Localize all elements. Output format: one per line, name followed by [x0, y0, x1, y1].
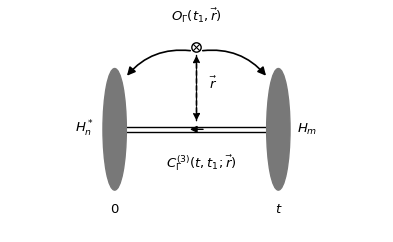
- Ellipse shape: [103, 68, 127, 190]
- Circle shape: [192, 43, 201, 52]
- Text: $O_{\Gamma}(t_1, \vec{r})$: $O_{\Gamma}(t_1, \vec{r})$: [171, 7, 222, 25]
- Ellipse shape: [266, 68, 290, 190]
- Text: $0$: $0$: [110, 203, 119, 216]
- Text: $C_{\Gamma}^{(3)}(t, t_1; \vec{r})$: $C_{\Gamma}^{(3)}(t, t_1; \vec{r})$: [166, 153, 237, 173]
- Text: $H_m$: $H_m$: [297, 122, 318, 137]
- Text: $t$: $t$: [275, 203, 282, 216]
- Text: $H_n^*$: $H_n^*$: [75, 119, 94, 139]
- Text: $\vec{r}$: $\vec{r}$: [209, 76, 218, 92]
